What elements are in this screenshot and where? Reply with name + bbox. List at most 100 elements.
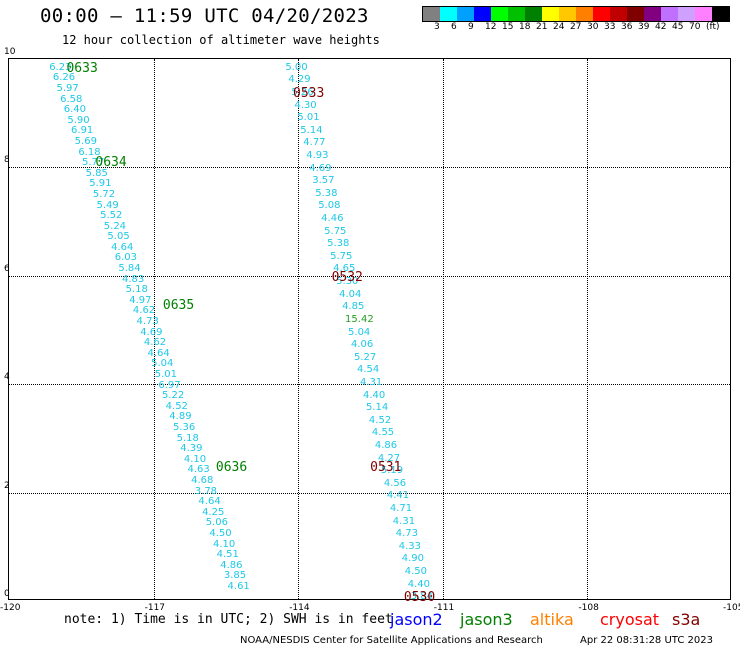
- wave-height-value: 5.01: [154, 369, 177, 381]
- legend-swatch: [644, 7, 661, 21]
- page-subtitle: 12 hour collection of altimeter wave hei…: [62, 33, 380, 47]
- wave-height-value: 4.55: [371, 427, 395, 439]
- legend-label: (ft): [706, 22, 720, 32]
- x-tick-label: -117: [144, 603, 166, 613]
- wave-height-value: 4.52: [165, 400, 188, 412]
- wave-height-value: 4.10: [212, 538, 236, 550]
- satellite-legend-altika: altika: [530, 610, 574, 629]
- wave-height-value: 4.73: [136, 316, 159, 328]
- wave-height-value: 4.68: [191, 475, 214, 487]
- wave-height-value: 5.04: [151, 358, 174, 370]
- legend-swatch: [457, 7, 474, 21]
- wave-height-value: 6.18: [78, 146, 101, 158]
- timestamp-text: Apr 22 08:31:28 UTC 2023: [580, 635, 713, 646]
- y-tick-label: 10: [4, 47, 16, 57]
- legend-label: 39: [638, 22, 650, 32]
- pass-time-label: 0633: [66, 60, 98, 76]
- wave-height-value: 4.25: [202, 506, 225, 518]
- wave-height-value: 5.01: [297, 112, 320, 124]
- wave-height-value: 5.49: [96, 199, 119, 211]
- wave-height-value: 4.46: [321, 213, 344, 225]
- y-tick-label: 6: [4, 263, 10, 274]
- wave-height-value: 4.77: [303, 137, 326, 149]
- wave-height-value: 5.52: [100, 210, 123, 222]
- legend-swatch: [678, 7, 695, 21]
- pass-time-label: 0530: [403, 590, 436, 606]
- pass-time-label: 0636: [215, 460, 248, 476]
- wave-height-value: 5.22: [162, 390, 185, 402]
- wave-height-value: 4.39: [180, 443, 203, 455]
- satellite-legend-cryosat: cryosat: [600, 610, 660, 629]
- legend-label: 15: [502, 22, 514, 32]
- wave-height-value: 4.69: [309, 162, 332, 174]
- y-tick-label: 8: [4, 155, 10, 166]
- x-tick-label: -120: [0, 603, 21, 613]
- wave-height-value: 5.18: [125, 284, 148, 296]
- satellite-legend-s3a: s3a: [672, 610, 701, 629]
- map-plot-area: 6.23 6.26 5.97 6.58 6.40 5.90 6.91 5.69 6.18 5.77…: [8, 58, 731, 605]
- wave-height-value: 6.97: [158, 379, 181, 391]
- legend-label: 36: [621, 22, 633, 32]
- x-tick-label: -105: [723, 603, 740, 613]
- legend-swatch: [627, 7, 644, 21]
- wave-height-value: 5.69: [74, 135, 97, 147]
- legend-label: 3: [434, 22, 440, 32]
- wave-height-value: 4.61: [227, 580, 250, 592]
- wave-height-value: 5.38: [315, 187, 338, 199]
- wave-height-value: 4.10: [183, 453, 207, 465]
- wave-height-value: 5.84: [118, 263, 141, 275]
- wave-height-value: 4.40: [362, 389, 386, 401]
- wave-height-value: 5.18: [176, 432, 199, 444]
- legend-label: 18: [519, 22, 531, 32]
- wave-height-value: 4.64: [147, 347, 170, 359]
- legend-label: 24: [553, 22, 565, 32]
- legend-label: 6: [451, 22, 457, 32]
- wave-height-value: 4.30: [294, 99, 317, 111]
- satellite-legend-jason3: jason3: [460, 610, 513, 629]
- wave-height-value: 5.05: [107, 231, 130, 243]
- wave-height-value: 5.75: [324, 225, 347, 237]
- wave-height-value: 15.42: [345, 313, 374, 325]
- wave-height-value: 5.14: [300, 124, 323, 136]
- wave-height-value: 4.90: [401, 553, 424, 565]
- wave-height-value: 4.51: [216, 549, 239, 561]
- legend-swatch: [559, 7, 576, 21]
- wave-height-value: 6.40: [63, 104, 87, 116]
- pass-time-label: 0635: [162, 298, 195, 314]
- grid-line-vertical: [298, 59, 300, 599]
- wave-height-value: 4.89: [169, 411, 192, 423]
- legend-label: 21: [536, 22, 548, 32]
- legend-label: 30: [587, 22, 599, 32]
- wave-height-value: 5.26: [291, 86, 314, 98]
- wave-height-value: 5.14: [365, 402, 389, 414]
- wave-height-value: 5.72: [92, 188, 116, 200]
- legend-swatch: [610, 7, 627, 21]
- legend-swatch: [576, 7, 593, 21]
- wave-height-value: 4.40: [407, 578, 430, 590]
- wave-height-value: 4.41: [386, 490, 410, 502]
- wave-height-value: 6.23: [49, 61, 72, 73]
- wave-height-value: 6.91: [71, 125, 94, 137]
- wave-height-value: 5.06: [205, 517, 228, 529]
- wave-height-value: 4.83: [121, 273, 145, 285]
- grid-line-vertical: [153, 59, 155, 599]
- wave-height-value: 4.85: [342, 301, 365, 313]
- y-tick-label: 4: [4, 372, 10, 383]
- wave-height-value: 4.06: [351, 339, 374, 351]
- wave-height-value: 3.57: [312, 175, 335, 187]
- wave-height-value: 4.86: [374, 439, 398, 451]
- legend-swatch: [491, 7, 508, 21]
- color-legend-labels: 3 6 9 12 15 18 21 24 27 30 33 36 39 42 45 70 (ft): [422, 22, 732, 34]
- wave-height-value: 5.30: [336, 276, 359, 288]
- legend-label: 27: [570, 22, 582, 32]
- wave-height-value: 4.64: [111, 241, 134, 253]
- pass-time-label: 0634: [95, 154, 127, 170]
- wave-height-value: 4.64: [198, 496, 221, 508]
- wave-height-value: 5.24: [103, 220, 127, 232]
- wave-height-value: 5.91: [89, 178, 112, 190]
- wave-height-value: 4.56: [383, 477, 407, 489]
- grid-line-horizontal: [9, 384, 730, 386]
- wave-height-value: 4.62: [132, 305, 156, 317]
- legend-swatch: [423, 7, 440, 21]
- wave-height-value: 4.50: [404, 566, 427, 578]
